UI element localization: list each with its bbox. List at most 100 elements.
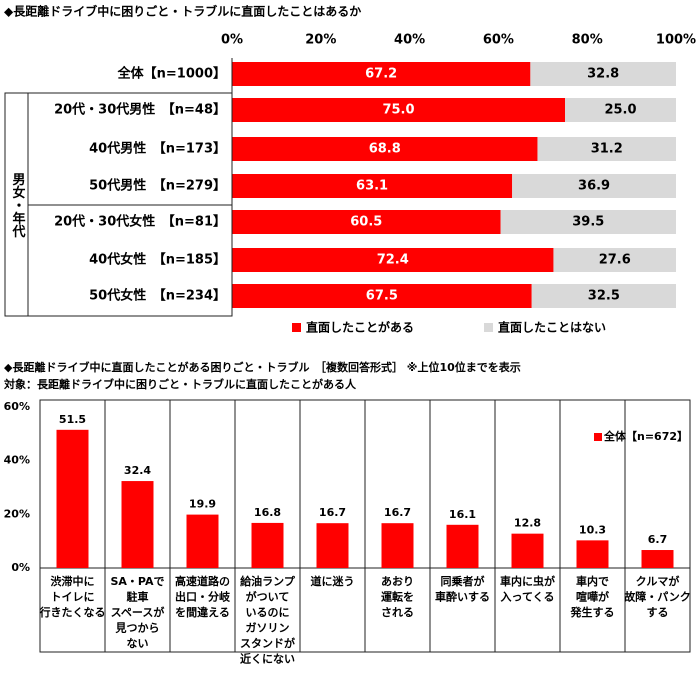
bar	[251, 522, 284, 568]
bar-segment	[232, 210, 501, 234]
x-tick-label: 出口・分岐	[175, 590, 231, 604]
data-label: 16.8	[254, 506, 281, 519]
x-tick-label: 車内で	[576, 574, 609, 588]
data-label: 68.8	[369, 142, 401, 157]
bar-segment	[232, 137, 538, 161]
y-tick-label: 60%	[4, 400, 30, 413]
data-label: 63.1	[356, 179, 388, 194]
data-label: 16.1	[449, 508, 476, 521]
x-tick-label: 駐車	[127, 590, 149, 604]
x-tick-label: 20%	[305, 33, 336, 48]
x-tick-label: 近くにない	[240, 652, 295, 666]
x-tick-label: あおり	[381, 575, 414, 588]
y-tick-label: 20代・30代女性 【n=81】	[54, 214, 226, 230]
bar-segment	[500, 210, 676, 234]
bar	[446, 524, 479, 568]
legend-swatch	[594, 433, 602, 441]
x-tick-label: 見つから	[115, 622, 160, 635]
y-tick-label: 40代女性 【n=185】	[89, 252, 226, 268]
bar	[511, 533, 544, 568]
data-label: 19.9	[189, 498, 216, 511]
x-tick-label: 60%	[483, 33, 514, 48]
x-tick-label: いるのに	[246, 606, 290, 619]
data-label: 32.4	[124, 464, 151, 477]
x-tick-label: 80%	[572, 33, 603, 48]
chart-subtitle: 対象：長距離ドライブ中に困りごと・トラブルに直面したことがある人	[3, 377, 357, 391]
y-tick-label: 50代男性 【n=279】	[89, 178, 226, 194]
y-tick-label: 20代・30代男性 【n=48】	[54, 102, 226, 118]
data-label: 6.7	[648, 533, 668, 546]
x-tick-label: がついて	[246, 590, 290, 604]
group-label: 男女・年代	[10, 173, 27, 239]
x-tick-label: SA・PAで	[110, 575, 164, 588]
data-label: 72.4	[377, 253, 409, 268]
x-tick-label: 同乗者が	[441, 574, 485, 588]
bar	[381, 523, 414, 568]
y-tick-label: 50代女性 【n=234】	[89, 288, 226, 304]
bar-segment	[512, 174, 676, 198]
x-tick-label: を間違える	[175, 605, 230, 619]
x-tick-label: する	[647, 606, 669, 619]
y-tick-label: 全体【n=1000】	[117, 66, 226, 82]
data-label: 36.9	[578, 179, 610, 194]
bar	[186, 514, 219, 568]
x-tick-label: 行きたくなる	[39, 605, 106, 619]
bar	[641, 550, 674, 568]
data-label: 16.7	[384, 506, 411, 519]
legend-label: 直面したことがある	[306, 320, 414, 335]
bar-segment	[530, 62, 676, 86]
x-tick-label: クルマが	[636, 574, 680, 588]
x-tick-label: される	[381, 606, 414, 619]
y-tick-label: 0%	[11, 561, 30, 574]
x-tick-label: スタンドが	[240, 636, 295, 650]
data-label: 39.5	[572, 215, 604, 230]
x-tick-label: 発生する	[570, 605, 615, 619]
x-tick-label: 喧嘩が	[576, 590, 609, 604]
legend-label: 全体【n=672】	[603, 429, 688, 443]
bar-segment	[232, 174, 513, 198]
data-label: 27.6	[599, 253, 631, 268]
bar-segment	[553, 248, 676, 272]
x-tick-label: 40%	[394, 33, 425, 48]
bar-segment	[565, 98, 676, 122]
data-label: 51.5	[59, 413, 86, 426]
x-tick-label: ない	[127, 637, 149, 650]
bar	[56, 429, 89, 568]
y-tick-label: 20%	[4, 507, 30, 520]
legend-swatch	[484, 323, 493, 332]
data-label: 25.0	[604, 103, 636, 118]
chart-title: ◆長距離ドライブ中に困りごと・トラブルに直面したことはあるか	[4, 4, 361, 19]
bar	[316, 523, 349, 568]
x-tick-label: 入ってくる	[501, 591, 555, 604]
legend-label: 直面したことはない	[498, 320, 606, 335]
data-label: 32.5	[588, 289, 620, 304]
x-tick-label: 車内に虫が	[500, 574, 555, 588]
bar-segment	[232, 62, 531, 86]
x-tick-label: 運転を	[381, 590, 414, 604]
x-tick-label: 100%	[656, 33, 696, 48]
x-tick-label: 高速道路の	[175, 574, 230, 588]
data-label: 67.5	[366, 289, 398, 304]
x-tick-label: 故障・パンク	[624, 590, 691, 604]
legend-swatch	[292, 323, 301, 332]
x-tick-label: 渋滞中に	[51, 574, 95, 588]
data-label: 16.7	[319, 506, 346, 519]
bar-segment	[537, 137, 676, 161]
chart-title: ◆長距離ドライブ中に直面したことがある困りごと・トラブル ［複数回答形式］ ※上…	[4, 360, 521, 374]
data-label: 12.8	[514, 517, 541, 530]
data-label: 32.8	[587, 67, 619, 82]
x-tick-label: 道に迷う	[311, 574, 355, 588]
data-label: 31.2	[591, 142, 623, 157]
y-tick-label: 40代男性 【n=173】	[89, 141, 226, 157]
bar	[576, 540, 609, 568]
y-tick-label: 40%	[4, 454, 30, 467]
bar-segment	[531, 284, 676, 308]
x-tick-label: 車酔いする	[435, 590, 490, 604]
data-label: 75.0	[382, 103, 414, 118]
data-label: 60.5	[350, 215, 382, 230]
bar-segment	[232, 284, 532, 308]
x-tick-label: スペースが	[111, 605, 165, 619]
x-tick-label: 給油ランプ	[240, 574, 296, 588]
bar	[121, 481, 154, 568]
